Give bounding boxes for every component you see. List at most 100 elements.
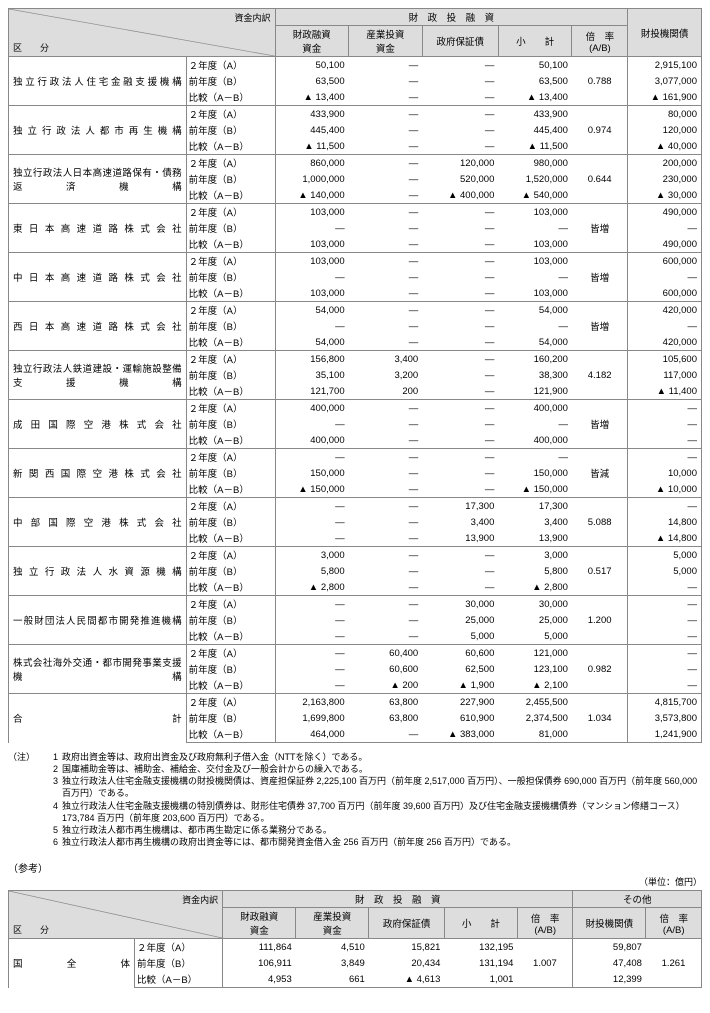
cell-value <box>572 596 628 613</box>
header-col: 小 計 <box>498 26 572 57</box>
period-label: 前年度（B） <box>186 710 275 726</box>
ref-header-group: 財 政 投 融 資 <box>223 891 573 908</box>
cell-value: 103,000 <box>498 285 572 302</box>
ref-cell-value <box>517 971 572 988</box>
cell-value: ― <box>349 596 423 613</box>
period-label: ２年度（A） <box>186 596 275 613</box>
ref-header-diagonal: 資金内訳区 分 <box>9 891 223 939</box>
cell-value: ― <box>349 106 423 123</box>
cell-value <box>572 498 628 515</box>
period-label: 前年度（B） <box>186 367 275 383</box>
cell-value: 5,000 <box>422 628 498 645</box>
cell-value: ― <box>349 138 423 155</box>
cell-value: ― <box>275 269 349 285</box>
period-label: 比較（A－B） <box>186 285 275 302</box>
cell-value: ― <box>422 416 498 432</box>
cell-value: ▲ 383,000 <box>422 726 498 743</box>
cell-value: ― <box>349 89 423 106</box>
cell-value: ― <box>349 498 423 515</box>
cell-value <box>572 57 628 74</box>
cell-value: ― <box>349 57 423 74</box>
cell-value: 160,200 <box>498 351 572 368</box>
ref-header-col: 政府保証債 <box>369 908 445 939</box>
cell-value: ― <box>628 677 702 694</box>
cell-value: 420,000 <box>628 302 702 319</box>
header-col: 倍 率(A/B) <box>572 26 628 57</box>
cell-value <box>572 204 628 221</box>
ref-cell-value: 20,434 <box>369 955 445 971</box>
cell-value: ― <box>349 481 423 498</box>
cell-value: ― <box>422 400 498 417</box>
cell-value: 400,000 <box>498 400 572 417</box>
cell-value: ― <box>422 204 498 221</box>
cell-value: ― <box>349 253 423 270</box>
header-col: 政府保証債 <box>422 26 498 57</box>
cell-value: ▲ 11,500 <box>275 138 349 155</box>
ref-cell-value: 106,911 <box>223 955 296 971</box>
ref-period-label: 比較（A－B） <box>134 971 222 988</box>
cell-value <box>572 89 628 106</box>
cell-value <box>572 302 628 319</box>
cell-value: ― <box>498 449 572 466</box>
cell-value <box>572 351 628 368</box>
ref-cell-value: 661 <box>296 971 369 988</box>
cell-value: 610,900 <box>422 710 498 726</box>
cell-value: 50,100 <box>498 57 572 74</box>
cell-value: 1,520,000 <box>498 171 572 187</box>
cell-value <box>572 285 628 302</box>
cell-value: 400,000 <box>275 400 349 417</box>
cell-value: ― <box>498 269 572 285</box>
category-name: 新関西国際空港株式会社 <box>9 449 187 498</box>
cell-value: 420,000 <box>628 334 702 351</box>
header-group: 財 政 投 融 資 <box>275 9 628 26</box>
cell-value: ▲ 540,000 <box>498 187 572 204</box>
ref-header-col: 倍 率(A/B) <box>517 908 572 939</box>
cell-value: ― <box>275 612 349 628</box>
cell-value: 5,000 <box>628 547 702 564</box>
cell-value <box>572 383 628 400</box>
cell-value: ▲ 2,800 <box>275 579 349 596</box>
cell-value: ― <box>349 726 423 743</box>
cell-value: ― <box>349 465 423 481</box>
cell-value: ― <box>422 138 498 155</box>
cell-value: ― <box>422 367 498 383</box>
cell-value: 445,400 <box>498 122 572 138</box>
category-name: 一般財団法人民間都市開発推進機構 <box>9 596 187 645</box>
cell-value: 皆増 <box>572 269 628 285</box>
period-label: ２年度（A） <box>186 694 275 711</box>
ref-cell-value: 3,849 <box>296 955 369 971</box>
cell-value: 121,000 <box>498 645 572 662</box>
ref-cell-value: 111,864 <box>223 939 296 956</box>
cell-value: ▲ 2,800 <box>498 579 572 596</box>
cell-value: ― <box>422 253 498 270</box>
cell-value: ― <box>628 400 702 417</box>
period-label: 前年度（B） <box>186 514 275 530</box>
cell-value: ― <box>349 204 423 221</box>
cell-value: 皆増 <box>572 318 628 334</box>
cell-value: 433,900 <box>498 106 572 123</box>
cell-value: 3,400 <box>498 514 572 530</box>
cell-value: 1,000,000 <box>275 171 349 187</box>
cell-value: 120,000 <box>628 122 702 138</box>
cell-value: 0.982 <box>572 661 628 677</box>
ref-header-col: 財投機関債 <box>573 908 646 939</box>
note-item: 2 国庫補助金等は、補助金、補給金、交付金及び一般会計からの繰入である。 <box>8 763 702 775</box>
cell-value: 63,800 <box>349 694 423 711</box>
cell-value: 400,000 <box>275 432 349 449</box>
cell-value: ― <box>275 677 349 694</box>
category-name: 株式会社海外交通・都市開発事業支援機構 <box>9 645 187 694</box>
cell-value: ▲ 11,400 <box>628 383 702 400</box>
ref-cell-value: 131,194 <box>444 955 517 971</box>
cell-value: 0.788 <box>572 73 628 89</box>
cell-value: ― <box>498 220 572 236</box>
cell-value: ― <box>628 596 702 613</box>
cell-value: ― <box>628 416 702 432</box>
cell-value: ― <box>349 563 423 579</box>
cell-value: ― <box>275 318 349 334</box>
ref-header-col: 財政融資資金 <box>223 908 296 939</box>
category-name: 独立行政法人水資源機構 <box>9 547 187 596</box>
cell-value: ― <box>422 449 498 466</box>
cell-value: 490,000 <box>628 236 702 253</box>
cell-value: 103,000 <box>498 236 572 253</box>
period-label: 前年度（B） <box>186 563 275 579</box>
